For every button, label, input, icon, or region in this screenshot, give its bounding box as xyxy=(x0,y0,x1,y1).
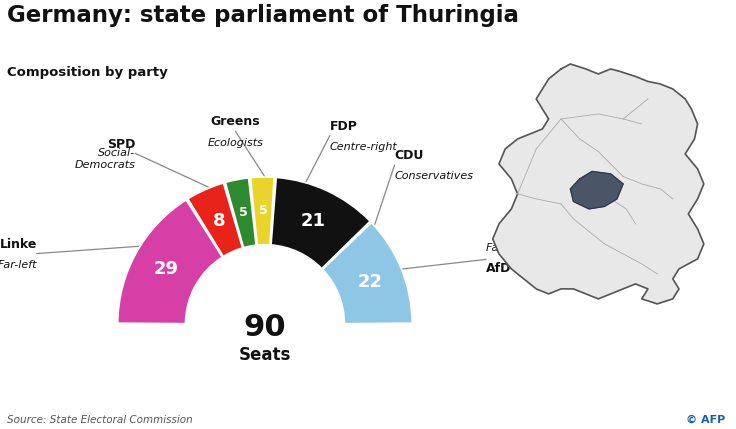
Text: Source: State Electoral Commission: Source: State Electoral Commission xyxy=(7,415,193,425)
Text: SPD: SPD xyxy=(107,138,135,151)
Text: 29: 29 xyxy=(153,260,178,278)
Text: Germany: state parliament of Thuringia: Germany: state parliament of Thuringia xyxy=(7,4,519,27)
Wedge shape xyxy=(271,178,370,269)
Text: 21: 21 xyxy=(300,212,325,230)
Wedge shape xyxy=(250,177,275,245)
Text: Ecologists: Ecologists xyxy=(208,138,263,148)
Text: Composition by party: Composition by party xyxy=(7,66,168,79)
Text: CDU: CDU xyxy=(394,149,424,162)
Text: Far-left: Far-left xyxy=(0,260,37,270)
Text: 8: 8 xyxy=(213,211,225,230)
Text: FDP: FDP xyxy=(330,120,358,133)
Text: Conservatives: Conservatives xyxy=(394,172,473,181)
Text: Seats: Seats xyxy=(238,346,291,364)
Polygon shape xyxy=(570,172,623,209)
Wedge shape xyxy=(225,178,256,248)
Text: 22: 22 xyxy=(358,273,383,291)
Wedge shape xyxy=(118,200,222,323)
Polygon shape xyxy=(493,64,704,304)
Text: Social-
Democrats: Social- Democrats xyxy=(74,148,135,169)
Wedge shape xyxy=(322,223,412,323)
Text: Greens: Greens xyxy=(210,115,261,128)
Text: © AFP: © AFP xyxy=(686,415,725,425)
Text: Centre-right: Centre-right xyxy=(330,142,397,152)
Text: Linke: Linke xyxy=(0,238,37,251)
Text: Far-right: Far-right xyxy=(486,243,534,253)
Text: AfD: AfD xyxy=(486,263,511,275)
Wedge shape xyxy=(188,183,243,257)
Text: 5: 5 xyxy=(258,204,267,218)
Text: 90: 90 xyxy=(244,313,286,341)
Text: 5: 5 xyxy=(239,206,248,220)
